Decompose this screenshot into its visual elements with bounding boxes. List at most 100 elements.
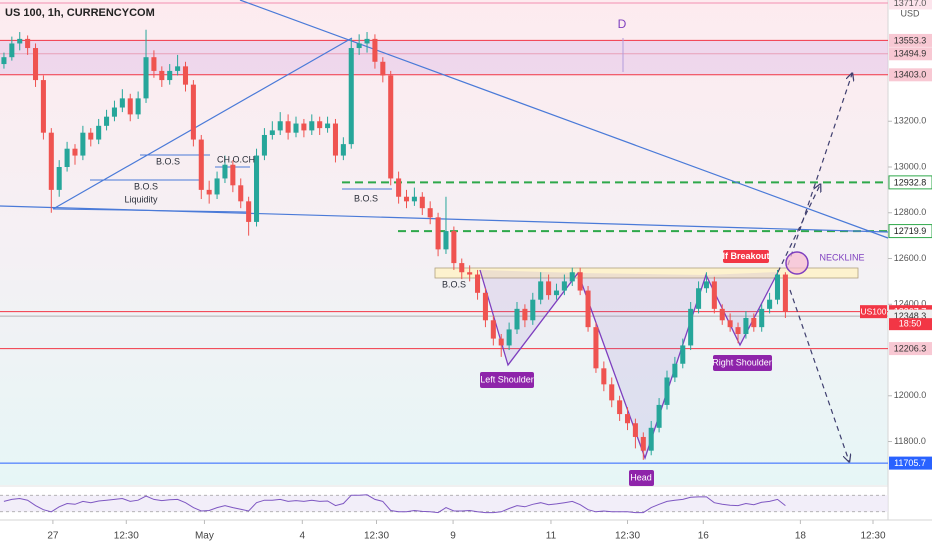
- candle-body: [364, 38, 370, 44]
- y-tick-label: 11800.0: [894, 436, 926, 446]
- candle-body: [664, 377, 670, 405]
- candle-body: [348, 48, 354, 145]
- rsi-band: [0, 495, 888, 512]
- candle-body: [688, 308, 694, 346]
- candle-body: [624, 414, 631, 424]
- candle-body: [396, 178, 402, 197]
- candles: [1, 29, 788, 460]
- annotation: D: [618, 17, 627, 31]
- chart-title: US 100, 1h, CURRENCYCOM: [5, 7, 155, 19]
- x-tick-label: 11: [546, 531, 557, 542]
- candle-body: [332, 123, 338, 156]
- candle-body: [640, 436, 646, 451]
- candle-body: [64, 148, 70, 168]
- candle-body: [340, 144, 346, 156]
- x-tick-label: 12:30: [615, 531, 640, 542]
- y-tick-label: 13200.0: [894, 116, 927, 126]
- y-tick-label: 12600.0: [894, 253, 927, 263]
- annotation: Liquidity: [124, 194, 158, 204]
- candle-body: [467, 272, 473, 275]
- price-label-box: [888, 224, 932, 239]
- candle-body: [703, 281, 709, 289]
- candle-body: [719, 308, 725, 321]
- candle-body: [514, 308, 520, 330]
- candle-body: [680, 345, 686, 364]
- candle-body: [506, 329, 512, 346]
- candle-body: [475, 274, 481, 293]
- candle-body: [96, 125, 102, 140]
- candle-body: [617, 400, 623, 415]
- candle-body: [206, 189, 212, 195]
- candle-body: [9, 43, 15, 58]
- candle-body: [356, 43, 362, 49]
- candle-body: [411, 196, 417, 202]
- annotation-box: [480, 372, 534, 388]
- price-label-box: [889, 33, 932, 47]
- projection-arrow: [787, 74, 852, 266]
- candle-body: [561, 281, 567, 291]
- symbol-tag: US100: [861, 306, 887, 316]
- breakout-circle: [785, 251, 809, 275]
- candle-body: [577, 272, 583, 291]
- candle-body: [782, 274, 788, 312]
- candle-body: [601, 368, 607, 385]
- candle-body: [254, 155, 260, 222]
- candle-body: [17, 38, 23, 44]
- candle-body: [672, 363, 678, 378]
- candle-body: [585, 290, 591, 328]
- candle-body: [735, 327, 741, 335]
- candle-body: [104, 116, 110, 126]
- price-label-box: [889, 456, 932, 470]
- annotation: B.O.S: [156, 156, 180, 166]
- candle-body: [759, 308, 765, 328]
- candle-body: [743, 317, 749, 335]
- candle-body: [696, 288, 702, 309]
- candle-body: [56, 167, 62, 190]
- candle-body: [593, 327, 599, 369]
- y-tick-label: 12000.0: [894, 390, 927, 400]
- candle-body: [656, 404, 662, 428]
- x-tick-label: 12:30: [114, 531, 139, 542]
- pattern-line: [479, 269, 779, 460]
- candle-body: [309, 121, 315, 131]
- candle-body: [427, 208, 433, 218]
- projection-arrow: [789, 289, 849, 461]
- candle-body: [419, 196, 425, 209]
- drawings: [0, 0, 889, 461]
- annotation-box: [723, 250, 769, 263]
- candle-body: [301, 123, 307, 131]
- x-tick-label: 16: [698, 531, 710, 542]
- rsi-line: [3, 494, 786, 514]
- candle-body: [48, 132, 54, 190]
- countdown-box: [889, 318, 932, 331]
- candle-body: [546, 281, 552, 296]
- pattern-fill: [578, 273, 706, 458]
- candle-body: [222, 164, 228, 179]
- annotation: Right Shoulder: [712, 357, 772, 367]
- candle-body: [325, 123, 331, 129]
- candle-body: [403, 196, 410, 202]
- annotation: If Breakout: [722, 251, 769, 261]
- candle-body: [80, 132, 86, 156]
- price-label: 12719.9: [894, 226, 927, 236]
- y-tick-label: 12400.0: [894, 299, 927, 309]
- candle-body: [774, 274, 781, 300]
- annotation: Head: [630, 472, 652, 482]
- candle-body: [451, 231, 457, 264]
- x-tick-label: May: [195, 531, 214, 542]
- candle-body: [135, 98, 141, 115]
- candle-body: [632, 423, 638, 437]
- x-tick-label: 18: [795, 531, 807, 542]
- candle-body: [727, 320, 733, 328]
- structure-line: [52, 208, 251, 213]
- candle-body: [569, 272, 575, 282]
- candle-body: [609, 384, 615, 401]
- candle-body: [111, 107, 117, 117]
- candle-body: [175, 66, 181, 71]
- symbol-tag-box: [860, 305, 887, 319]
- candle-body: [538, 281, 544, 300]
- candle-body: [459, 263, 465, 273]
- y-tick-label: 13000.0: [894, 161, 927, 171]
- price-label: 12932.8: [894, 177, 927, 187]
- candle-body: [498, 338, 504, 346]
